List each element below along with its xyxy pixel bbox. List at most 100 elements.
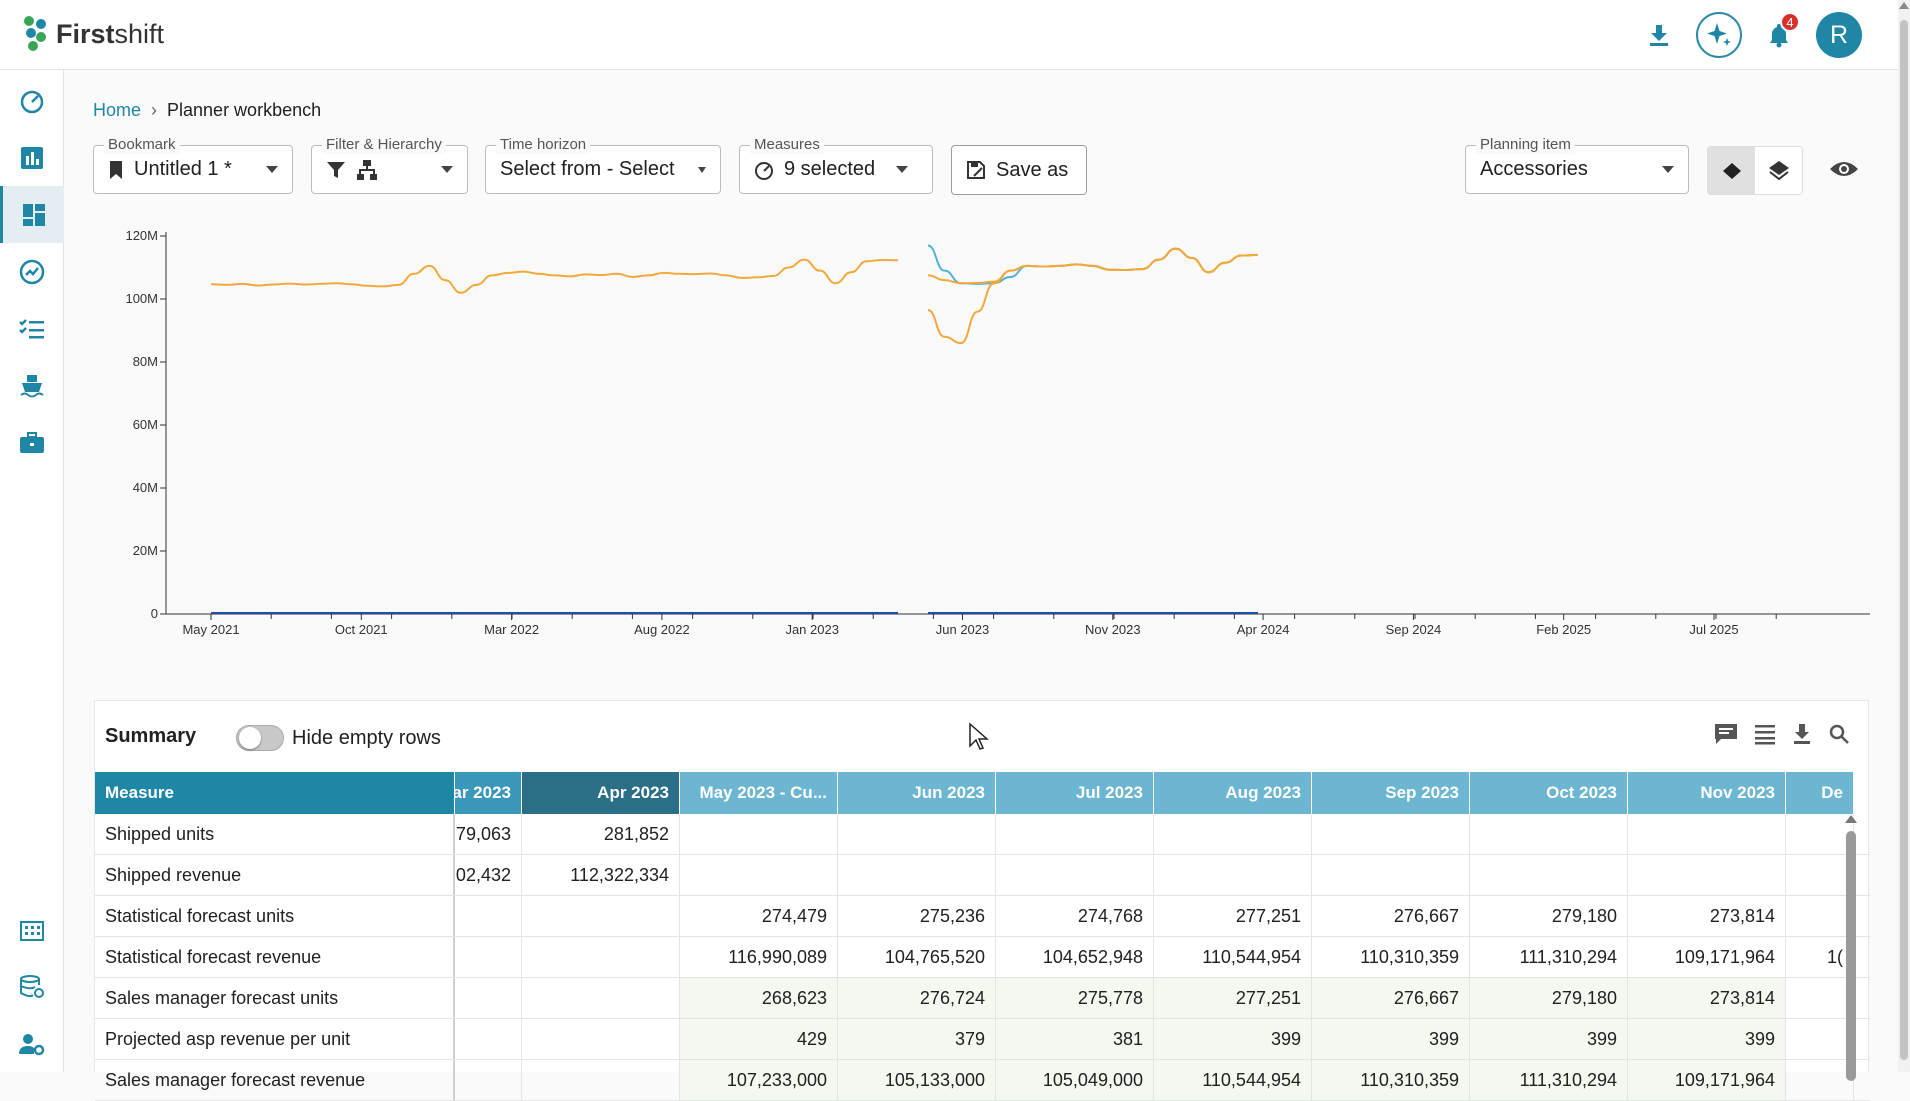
measures-select[interactable]: Measures 9 selected	[739, 136, 933, 194]
nav-user-settings[interactable]	[0, 1015, 64, 1072]
table-cell[interactable]: 116,990,089	[680, 937, 838, 977]
column-header[interactable]: Aug 2023	[1154, 772, 1312, 814]
table-cell[interactable]: 275,778	[996, 978, 1154, 1018]
grid-scrollbar[interactable]	[1844, 813, 1858, 1081]
table-cell[interactable]: 110,310,359	[1312, 1060, 1470, 1100]
search-icon[interactable]	[1828, 723, 1850, 745]
y-tick-label: 60M	[133, 417, 158, 432]
table-cell[interactable]: 273,814	[1628, 896, 1786, 936]
table-cell[interactable]: 268,623	[680, 978, 838, 1018]
table-cell[interactable]: 276,667	[1312, 896, 1470, 936]
visibility-button[interactable]	[1829, 158, 1859, 185]
table-cell[interactable]: 110,310,359	[1312, 937, 1470, 977]
nav-dashboard[interactable]	[0, 72, 64, 129]
ai-assistant-button[interactable]	[1696, 12, 1742, 58]
table-cell[interactable]: 276,724	[838, 978, 996, 1018]
table-cell[interactable]: 111,310,294	[1470, 937, 1628, 977]
filter-hierarchy-select[interactable]: Filter & Hierarchy	[311, 136, 468, 194]
table-cell[interactable]: 109,171,964	[1628, 937, 1786, 977]
table-cell[interactable]: 399	[1470, 1019, 1628, 1059]
download-button[interactable]	[1636, 12, 1682, 58]
time-horizon-select[interactable]: Time horizon Select from - Select	[485, 136, 721, 194]
nav-organization[interactable]	[0, 901, 64, 958]
table-cell[interactable]: 277,251	[1154, 978, 1312, 1018]
nav-shipping[interactable]	[0, 357, 64, 414]
column-header[interactable]: Apr 2023	[522, 772, 680, 814]
table-cell[interactable]: 279,180	[1470, 978, 1628, 1018]
table-cell[interactable]	[1470, 855, 1628, 895]
column-header-measure[interactable]: Measure	[95, 772, 455, 814]
table-cell[interactable]: 105,049,000	[996, 1060, 1154, 1100]
column-header[interactable]: Jun 2023	[838, 772, 996, 814]
bookmark-select[interactable]: Bookmark Untitled 1 *	[93, 136, 293, 194]
y-tick-label: 120M	[125, 228, 158, 243]
single-layer-toggle[interactable]	[1708, 147, 1755, 194]
column-header[interactable]: Sep 2023	[1312, 772, 1470, 814]
app-logo[interactable]: Firstshift	[22, 16, 164, 52]
row-label: Shipped units	[95, 814, 455, 854]
table-cell[interactable]: 399	[1154, 1019, 1312, 1059]
nav-data-settings[interactable]	[0, 958, 64, 1015]
multi-layer-toggle[interactable]	[1755, 147, 1802, 194]
nav-reports[interactable]	[0, 129, 64, 186]
table-cell[interactable]: 429	[680, 1019, 838, 1059]
table-cell[interactable]	[1628, 814, 1786, 854]
table-cell[interactable]: 379	[838, 1019, 996, 1059]
nav-tasks[interactable]	[0, 300, 64, 357]
hide-empty-rows-toggle[interactable]	[236, 725, 284, 751]
table-cell[interactable]	[996, 855, 1154, 895]
column-header[interactable]: Jul 2023	[996, 772, 1154, 814]
x-tick-label: Feb 2025	[1536, 622, 1591, 637]
table-cell[interactable]	[1470, 814, 1628, 854]
table-cell[interactable]: 109,171,964	[1628, 1060, 1786, 1100]
table-cell[interactable]	[1312, 814, 1470, 854]
table-cell[interactable]: 381	[996, 1019, 1154, 1059]
table-cell[interactable]: 399	[1312, 1019, 1470, 1059]
download-icon[interactable]	[1792, 723, 1812, 745]
nav-planner-workbench[interactable]	[0, 186, 64, 243]
measures-value: 9 selected	[784, 158, 876, 180]
table-cell[interactable]: 399	[1628, 1019, 1786, 1059]
column-header[interactable]: Oct 2023	[1470, 772, 1628, 814]
nav-analytics[interactable]	[0, 243, 64, 300]
table-cell[interactable]: 279,180	[1470, 896, 1628, 936]
table-cell[interactable]	[838, 855, 996, 895]
column-header[interactable]: De	[1786, 772, 1854, 814]
table-cell[interactable]	[680, 855, 838, 895]
table-cell[interactable]	[996, 814, 1154, 854]
table-cell[interactable]: 274,768	[996, 896, 1154, 936]
table-cell[interactable]	[1154, 814, 1312, 854]
logo-text: Firstshift	[56, 18, 165, 49]
table-cell[interactable]: 110,544,954	[1154, 1060, 1312, 1100]
page-scrollbar[interactable]	[1898, 0, 1910, 1072]
table-cell[interactable]: 274,479	[680, 896, 838, 936]
list-icon[interactable]	[1754, 723, 1776, 745]
table-cell[interactable]: 107,233,000	[680, 1060, 838, 1100]
table-cell[interactable]: 275,236	[838, 896, 996, 936]
filter-icon	[327, 161, 345, 178]
table-cell[interactable]	[1628, 855, 1786, 895]
planning-item-select[interactable]: Planning item Accessories	[1465, 136, 1689, 194]
nav-portfolio[interactable]	[0, 414, 64, 471]
save-as-button[interactable]: Save as	[951, 145, 1087, 195]
breadcrumb-home[interactable]: Home	[93, 100, 142, 120]
table-cell[interactable]: 104,652,948	[996, 937, 1154, 977]
column-header[interactable]: Nov 2023	[1628, 772, 1786, 814]
column-header[interactable]: May 2023 - Cu...	[680, 772, 838, 814]
table-cell[interactable]	[838, 814, 996, 854]
table-cell[interactable]	[1312, 855, 1470, 895]
table-cell[interactable]: 110,544,954	[1154, 937, 1312, 977]
table-cell[interactable]: 273,814	[1628, 978, 1786, 1018]
table-row: Shipped units '79,063 281,852	[95, 814, 1870, 855]
notifications-button[interactable]: 4	[1756, 12, 1802, 58]
table-cell[interactable]	[1154, 855, 1312, 895]
column-header[interactable]: ar 2023	[455, 772, 522, 814]
table-cell[interactable]: 276,667	[1312, 978, 1470, 1018]
table-cell[interactable]: 104,765,520	[838, 937, 996, 977]
avatar[interactable]: R	[1816, 12, 1862, 58]
table-cell[interactable]	[680, 814, 838, 854]
comment-icon[interactable]	[1714, 723, 1738, 745]
table-cell[interactable]: 277,251	[1154, 896, 1312, 936]
table-cell[interactable]: 111,310,294	[1470, 1060, 1628, 1100]
table-cell[interactable]: 105,133,000	[838, 1060, 996, 1100]
